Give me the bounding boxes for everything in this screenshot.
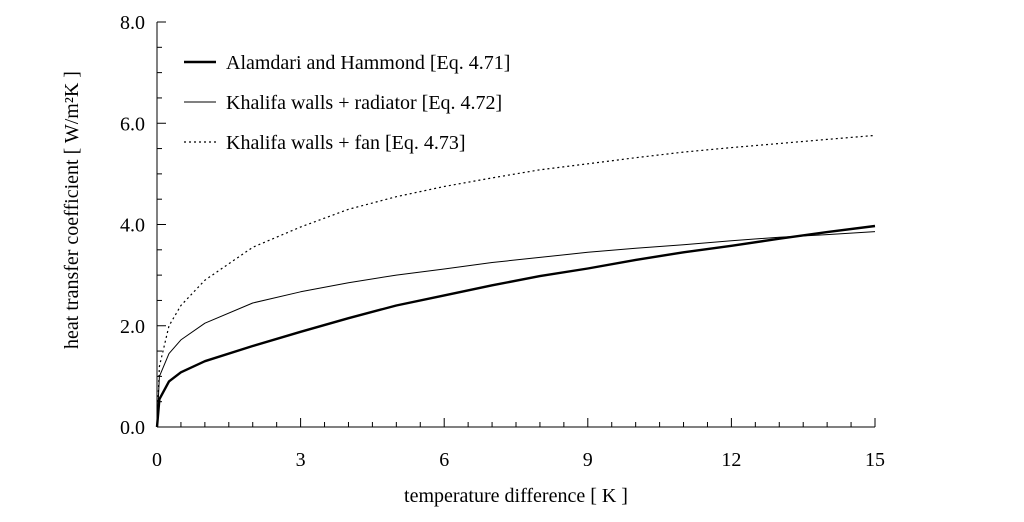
series-line-3 [156,134,876,428]
x-tick-label: 6 [439,449,449,471]
legend-label-1: Alamdari and Hammond [Eq. 4.71] [226,52,510,74]
legend-label-3: Khalifa walls + fan [Eq. 4.73] [226,132,466,154]
x-tick-label: 12 [721,449,741,471]
y-tick-label: 4.0 [120,215,145,237]
series-line-1 [155,224,876,428]
y-tick-label: 2.0 [120,316,145,338]
y-tick-label: 8.0 [120,12,145,34]
legend-label-2: Khalifa walls + radiator [Eq. 4.72] [226,92,502,114]
x-tick-label: 9 [583,449,593,471]
y-axis-label: heat transfer coefficient [ W/m²K ] [61,71,83,349]
x-tick-label: 3 [296,449,306,471]
y-tick-label: 0.0 [120,417,145,439]
x-tick-label: 15 [865,449,885,471]
series-line-2 [156,231,876,428]
x-axis-label: temperature difference [ K ] [404,485,628,507]
x-tick-label: 0 [152,449,162,471]
y-tick-label: 6.0 [120,113,145,135]
